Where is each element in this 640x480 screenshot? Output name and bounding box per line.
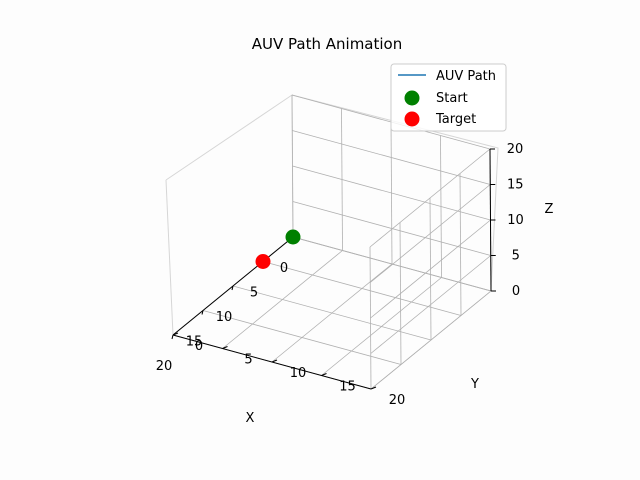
y-axis-label: Y: [470, 377, 479, 392]
data-markers: [255, 229, 301, 269]
legend-frame: [390, 63, 507, 132]
z-axis-label: Z: [545, 202, 554, 217]
y-tick-mark: [222, 346, 228, 349]
y-tick-label: 0: [195, 339, 203, 354]
tick-labels: 0 5 10 15 20 0 5 10 15 20 0 5 10 15 20: [156, 142, 524, 408]
grid-line-y-floor: [222, 250, 343, 349]
grid-line-y-floor: [321, 277, 442, 376]
grid-line-y-floor: [271, 263, 393, 363]
x-axis-label: X: [246, 411, 255, 426]
legend-label-target: Target: [435, 112, 476, 127]
legend-label-auv-path: AUV Path: [436, 69, 496, 84]
grid-line-z-back: [370, 290, 492, 390]
grid-line-z-back: [370, 219, 491, 319]
y-tick-mark: [172, 332, 179, 336]
y-tick-mark: [321, 373, 327, 376]
z-tick-label: 20: [507, 142, 524, 157]
x-tick-label: 20: [156, 359, 173, 374]
y-tick-mark: [370, 386, 377, 390]
x-tick-label: 15: [186, 335, 203, 350]
start-marker: [285, 229, 301, 245]
axis-lines: [172, 148, 492, 390]
x-tick-mark: [231, 285, 234, 291]
x-tick-label: 0: [280, 261, 288, 276]
legend: AUV Path Start Target: [390, 63, 507, 132]
x-tick-label: 5: [250, 286, 258, 301]
legend-label-start: Start: [436, 91, 468, 106]
z-tick-label: 5: [512, 249, 520, 264]
x-wall-outline: [165, 94, 294, 337]
grid-line-z-back: [369, 184, 491, 283]
tick-marks: [171, 148, 496, 390]
x-tick-mark: [201, 310, 204, 315]
y-tick-label: 5: [244, 353, 252, 368]
legend-swatch-target: [404, 111, 420, 127]
x-tick-mark: [171, 334, 174, 340]
z-tick-label: 15: [507, 178, 524, 193]
chart-title: AUV Path Animation: [252, 35, 402, 53]
z-tick-label: 10: [507, 213, 524, 228]
x-tick-label: 10: [216, 310, 233, 325]
y-tick-mark: [271, 359, 278, 363]
grid-lines: [172, 94, 492, 390]
y-tick-label: 10: [290, 366, 307, 381]
y-tick-label: 15: [339, 380, 356, 395]
target-marker: [255, 254, 271, 269]
y-tick-label: 20: [389, 393, 406, 408]
grid-line-z-back: [370, 255, 492, 354]
legend-swatch-start: [404, 90, 420, 106]
grid-line-z-back: [369, 148, 491, 248]
z-tick-label: 0: [512, 284, 520, 299]
